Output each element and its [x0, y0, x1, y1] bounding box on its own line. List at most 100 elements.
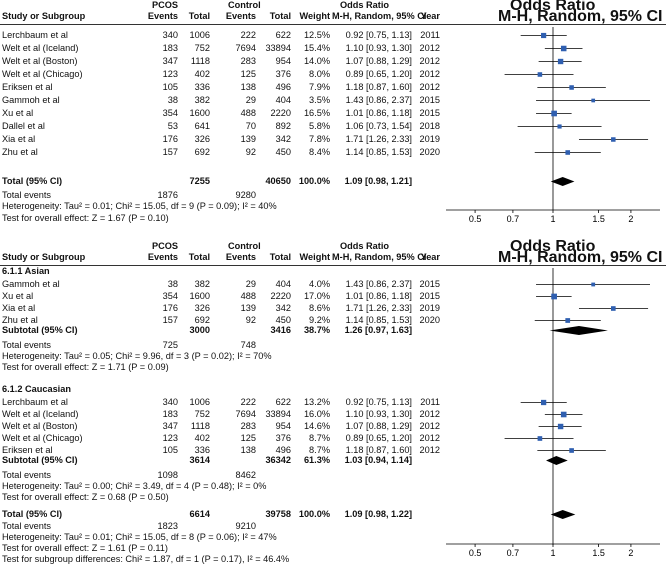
study-name: Gammoh et al	[2, 279, 60, 289]
control-events: 125	[240, 433, 256, 443]
pcos-events: 123	[162, 69, 178, 79]
control-total-events: 9210	[235, 521, 256, 531]
summary-weight: 100.0%	[298, 176, 330, 186]
study-weight: 8.7%	[309, 445, 330, 455]
study-odds-ratio: 1.10 [0.93, 1.30]	[345, 409, 412, 419]
study-weight: 8.0%	[309, 69, 330, 79]
method-header: M-H, Random, 95% CI	[332, 11, 427, 21]
pcos-total: 336	[194, 82, 210, 92]
x-tick-label: 1.5	[592, 214, 605, 224]
study-odds-ratio: 0.89 [0.65, 1.20]	[345, 433, 412, 443]
study-name: Welt et al (Boston)	[2, 421, 78, 431]
pcos-events: 347	[162, 421, 178, 431]
study-row: Welt et al (Boston) 347 1118 283 954 14.6% 1.0…	[0, 421, 440, 432]
pcos-total: 402	[194, 69, 210, 79]
study-year: 2020	[419, 147, 440, 157]
pcos-total-header: Total	[188, 252, 210, 262]
year-header: Year	[420, 11, 440, 21]
control-total: 496	[275, 445, 291, 455]
x-tick-label: 1	[550, 548, 555, 558]
total-events-label: Total events	[2, 340, 52, 350]
study-odds-ratio: 1.01 [0.86, 1.18]	[345, 291, 412, 301]
study-row: Welt et al (Iceland) 183 752 7694 33894 15.4%…	[0, 43, 440, 54]
study-point	[540, 399, 547, 406]
pcos-events: 123	[162, 433, 178, 443]
study-point	[569, 448, 574, 453]
pcos-events: 176	[162, 303, 178, 313]
control-events: 138	[240, 445, 256, 455]
study-weight: 7.9%	[309, 82, 330, 92]
summary-weight: 61.3%	[303, 455, 330, 465]
plot-method-header: M-H, Random, 95% CI	[498, 249, 663, 266]
control-total: 39758	[265, 509, 291, 519]
study-name: Dallel et al	[2, 121, 45, 131]
subgroup-heterogeneity-text: Heterogeneity: Tau² = 0.05; Chi² = 9.96,…	[2, 351, 272, 361]
study-weight: 4.0%	[309, 279, 330, 289]
weight-header: Weight	[299, 11, 330, 21]
study-point	[557, 58, 564, 65]
summary-odds-ratio: 1.03 [0.94, 1.14]	[344, 455, 412, 465]
study-row: Lerchbaum et al 340 1006 222 622 12.5% 0.92 [0…	[0, 30, 440, 41]
pcos-group-header: PCOS	[152, 0, 179, 10]
study-point	[569, 85, 574, 90]
pcos-total: 402	[194, 433, 210, 443]
study-name: Lerchbaum et al	[2, 30, 68, 40]
summary-diamond	[550, 510, 576, 519]
study-name: Gammoh et al	[2, 95, 60, 105]
study-name: Xu et al	[2, 108, 34, 118]
pcos-events-header: Events	[147, 11, 178, 21]
study-point	[611, 137, 616, 142]
pcos-total-events: 725	[162, 340, 178, 350]
pcos-total: 382	[194, 279, 210, 289]
pcos-events: 53	[167, 121, 178, 131]
study-year: 2012	[419, 433, 440, 443]
study-year: 2011	[420, 30, 440, 40]
study-year: 2018	[419, 121, 440, 131]
study-year: 2012	[419, 421, 440, 431]
pcos-events: 105	[162, 445, 178, 455]
study-odds-ratio: 0.92 [0.75, 1.13]	[345, 30, 412, 40]
control-total: 36342	[265, 455, 291, 465]
plot-method-header: M-H, Random, 95% CI	[498, 8, 663, 25]
subgroup-overall-effect-text: Test for overall effect: Z = 1.71 (P = 0…	[2, 362, 169, 372]
study-odds-ratio: 1.18 [0.87, 1.60]	[345, 445, 412, 455]
study-year: 2015	[419, 279, 440, 289]
odds-ratio-header: Odds Ratio	[340, 241, 390, 251]
subgroup-overall-effect-text: Test for overall effect: Z = 0.68 (P = 0…	[2, 492, 169, 502]
x-tick-label: 0.7	[507, 548, 520, 558]
control-total-header: Total	[269, 11, 291, 21]
control-events: 92	[245, 315, 256, 325]
column-header-row: Study or Subgroup Events Total Events Total W…	[0, 11, 440, 22]
year-header: Year	[420, 252, 440, 262]
study-point	[551, 293, 557, 300]
study-weight: 8.4%	[309, 147, 330, 157]
control-events: 7694	[235, 43, 256, 53]
control-events: 70	[245, 121, 256, 131]
study-row: Eriksen et al 105 336 138 496 7.9% 1.18 [0.87,…	[0, 82, 440, 93]
pcos-total: 336	[194, 445, 210, 455]
subtotal-row: Subtotal (95% CI) 3614 36342 61.3% 1.03 [0.9…	[0, 455, 440, 466]
study-name: Welt et al (Chicago)	[2, 433, 83, 443]
study-year: 2015	[419, 291, 440, 301]
study-row: Lerchbaum et al 340 1006 222 622 13.2% 0.92 [0…	[0, 397, 440, 408]
pcos-total: 326	[194, 134, 210, 144]
summary-label: Subtotal (95% CI)	[2, 325, 78, 335]
pcos-total-events: 1098	[157, 470, 178, 480]
study-point	[591, 282, 596, 287]
study-odds-ratio: 1.14 [0.85, 1.53]	[345, 315, 412, 325]
study-row: Welt et al (Boston) 347 1118 283 954 14.0% 1.0…	[0, 56, 440, 67]
study-weight: 15.4%	[303, 43, 330, 53]
control-total: 3416	[270, 325, 291, 335]
study-weight: 9.2%	[309, 315, 330, 325]
study-weight: 12.5%	[303, 30, 330, 40]
study-odds-ratio: 1.07 [0.88, 1.29]	[345, 421, 412, 431]
control-total: 450	[275, 147, 291, 157]
pcos-total: 1006	[189, 30, 210, 40]
control-events-header: Events	[225, 11, 256, 21]
pcos-events: 340	[162, 30, 178, 40]
study-weight: 16.0%	[303, 409, 330, 419]
study-point	[551, 110, 557, 117]
study-point	[557, 423, 564, 430]
control-total: 892	[275, 121, 291, 131]
pcos-group-header: PCOS	[152, 241, 179, 251]
